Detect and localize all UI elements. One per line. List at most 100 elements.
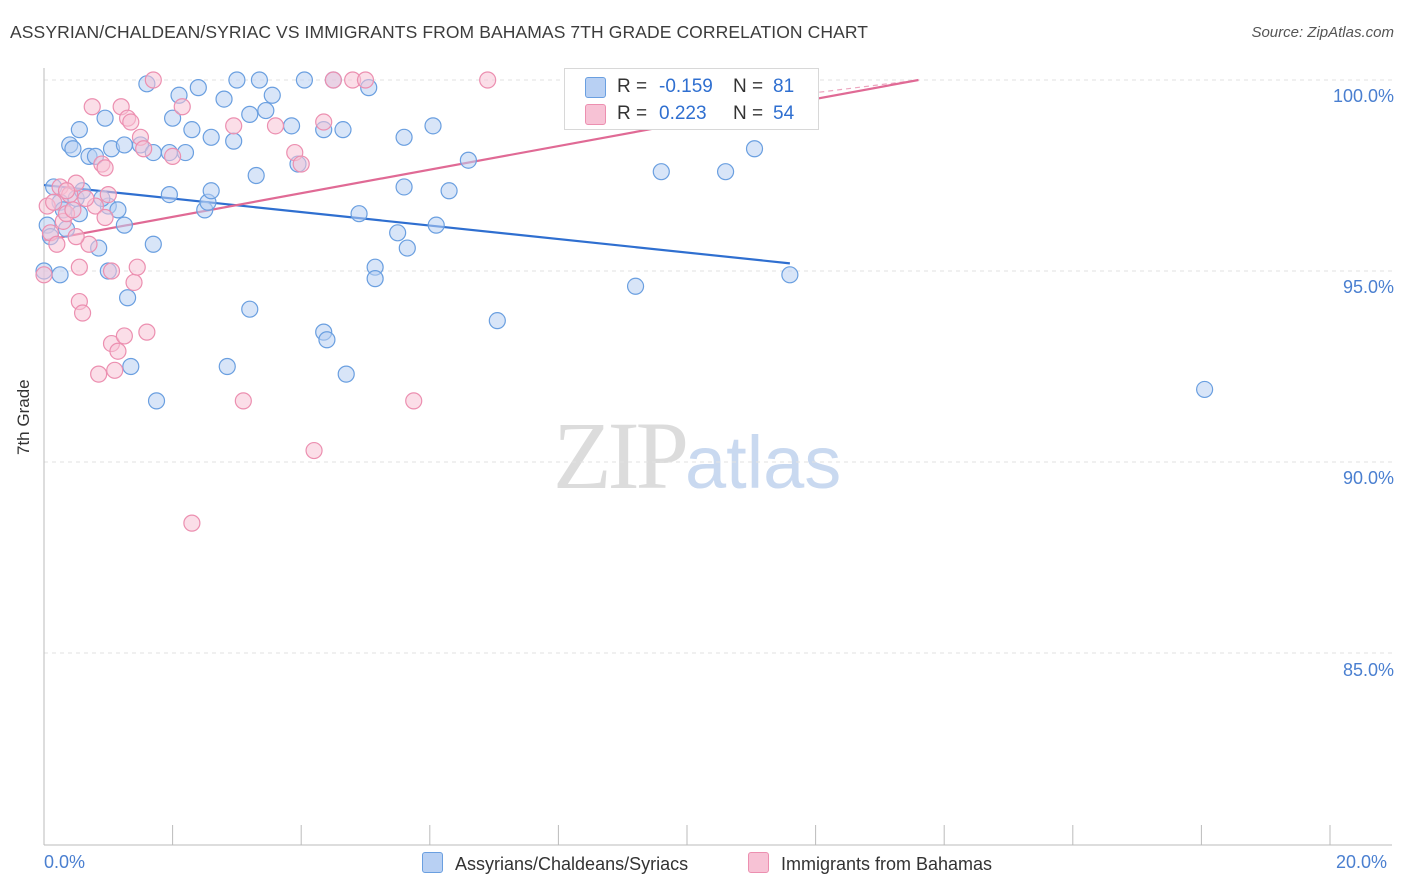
data-point-blue: [318, 331, 336, 349]
data-point-pink: [405, 392, 423, 410]
legend-n-value: 81: [773, 76, 795, 97]
data-point-pink: [96, 208, 114, 227]
data-point-pink: [77, 189, 95, 208]
data-point-pink: [183, 514, 201, 532]
data-point-blue: [51, 266, 69, 284]
data-point-pink: [83, 98, 101, 116]
data-point-pink: [125, 273, 143, 292]
legend-r-value: 0.223: [659, 103, 707, 124]
data-point-blue: [350, 205, 368, 223]
data-point-pink: [64, 201, 82, 219]
data-point-blue: [459, 151, 477, 169]
stats-legend: R = -0.159 N = 81 R = 0.223 N = 54: [564, 68, 819, 130]
data-point-pink: [45, 193, 63, 211]
legend-r-value: -0.159: [659, 76, 713, 97]
data-point-pink: [315, 113, 333, 131]
axes: [43, 68, 1392, 846]
legend-r-label: R =: [617, 103, 648, 124]
data-point-blue: [745, 140, 764, 158]
series-blue: [35, 71, 1214, 410]
data-point-blue: [626, 277, 645, 295]
data-point-blue: [488, 312, 506, 330]
data-point-pink: [73, 304, 92, 322]
data-point-blue: [228, 71, 246, 89]
legend-r-label: R =: [617, 76, 648, 97]
data-point-pink: [96, 159, 114, 177]
data-point-pink: [67, 228, 85, 246]
data-point-pink: [99, 186, 117, 204]
data-point-blue: [716, 163, 735, 181]
data-point-pink: [173, 98, 191, 116]
data-points: [35, 71, 1214, 532]
data-point-blue: [122, 357, 140, 376]
y-axis-label: 7th Grade: [14, 379, 33, 455]
data-point-blue: [70, 121, 88, 139]
legend-n-value: 54: [773, 103, 795, 124]
bottom-legend-swatch-pink: [748, 852, 769, 873]
data-point-blue: [282, 117, 301, 135]
data-point-pink: [35, 266, 53, 284]
y-tick-label-85: 85.0%: [1342, 660, 1394, 680]
source-label: Source: ZipAtlas.com: [1251, 24, 1394, 41]
gridlines: [44, 79, 1392, 654]
data-point-blue: [241, 105, 259, 123]
data-point-pink: [164, 147, 182, 165]
x-tick-label-max: 20.0%: [1336, 852, 1388, 872]
bottom-legend-label: Immigrants from Bahamas: [781, 854, 993, 874]
data-point-blue: [295, 71, 314, 89]
bottom-legend-label: Assyrians/Chaldeans/Syriacs: [455, 854, 689, 874]
data-point-blue: [395, 178, 413, 196]
data-point-blue: [398, 239, 416, 257]
data-point-blue: [160, 186, 178, 204]
legend-n-label: N =: [733, 76, 764, 97]
data-point-blue: [247, 166, 265, 185]
data-point-blue: [225, 132, 243, 150]
data-point-pink: [138, 323, 156, 341]
data-point-pink: [292, 155, 310, 173]
data-point-pink: [356, 71, 375, 89]
data-point-pink: [57, 182, 76, 200]
y-tick-label-90: 90.0%: [1342, 468, 1394, 488]
data-point-pink: [266, 117, 285, 135]
data-point-blue: [652, 163, 670, 181]
legend-n-label: N =: [733, 103, 764, 124]
data-point-pink: [135, 140, 153, 158]
data-point-blue: [144, 235, 162, 253]
bottom-legend-assyrians: Assyrians/Chaldeans/Syriacs: [422, 852, 688, 875]
legend-swatch-blue: [585, 77, 606, 98]
data-point-pink: [48, 235, 66, 253]
series-pink: [35, 71, 497, 532]
data-point-blue: [334, 121, 352, 139]
data-point-blue: [96, 109, 114, 127]
data-point-blue: [202, 128, 220, 146]
data-point-blue: [115, 216, 133, 234]
data-point-pink: [109, 342, 127, 360]
data-point-blue: [389, 224, 407, 242]
data-point-blue: [241, 300, 259, 318]
data-point-pink: [225, 117, 243, 135]
watermark-zip: ZIP: [553, 402, 689, 509]
data-point-pink: [106, 361, 124, 379]
data-point-blue: [164, 109, 182, 127]
data-point-pink: [305, 441, 323, 460]
data-point-blue: [109, 201, 127, 219]
data-point-blue: [337, 365, 355, 383]
data-point-blue: [424, 117, 442, 135]
x-tick-label-min: 0.0%: [44, 852, 86, 872]
bottom-legend-swatch-blue: [422, 852, 443, 873]
data-point-blue: [250, 71, 269, 89]
data-point-blue: [189, 79, 207, 97]
data-point-blue: [147, 392, 166, 410]
data-point-pink: [90, 365, 108, 383]
legend-swatch-pink: [585, 104, 606, 125]
data-point-blue: [1196, 380, 1214, 399]
chart-title: ASSYRIAN/CHALDEAN/SYRIAC VS IMMIGRANTS F…: [10, 22, 869, 42]
bottom-legend-bahamas: Immigrants from Bahamas: [748, 852, 992, 875]
data-point-pink: [234, 392, 252, 410]
data-point-blue: [263, 86, 281, 104]
data-point-pink: [122, 113, 140, 131]
data-point-blue: [218, 357, 236, 376]
data-point-pink: [115, 327, 133, 345]
data-point-pink: [479, 71, 497, 89]
